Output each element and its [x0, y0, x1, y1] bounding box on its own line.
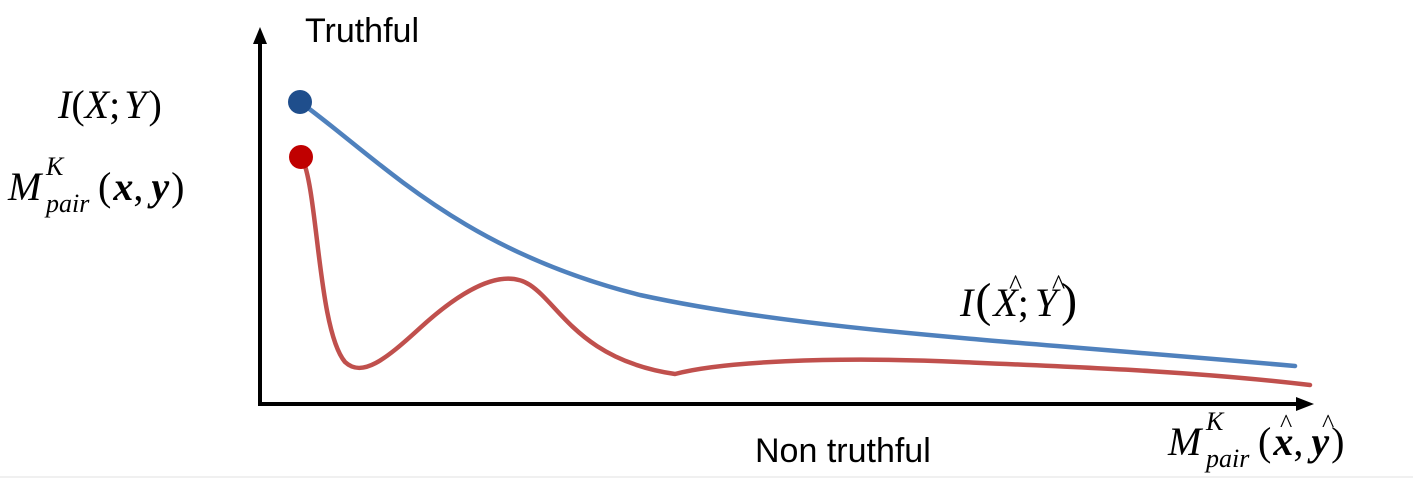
- label-i-x-y: I(X; Y): [57, 82, 162, 127]
- mpair-hat-sup: K: [1205, 407, 1225, 436]
- label-m-pair-hat: M K pair (x, y) ^ ^: [1167, 407, 1344, 473]
- blue-marker-dot: [288, 90, 312, 114]
- x-axis-arrowhead: [1296, 397, 1314, 411]
- y-axis-arrowhead: [253, 27, 267, 44]
- mpair-hat-comma: ,: [1293, 419, 1303, 464]
- ihat-x-hat-accent: ^: [1009, 270, 1022, 301]
- mpair-true-y: y: [147, 164, 169, 209]
- ixy-close: ): [148, 82, 161, 127]
- mpair-hat-x: x: [1272, 419, 1293, 464]
- mpair-true-close: ): [171, 164, 184, 209]
- bottom-edge-strip: [0, 476, 1413, 478]
- mpair-true-x: x: [112, 164, 133, 209]
- ixy-i: I: [57, 82, 73, 127]
- mpair-true-m: M: [7, 164, 44, 209]
- ihat-open: (: [975, 274, 991, 327]
- mpair-hat-y-accent: ^: [1322, 409, 1334, 438]
- mpair-true-sub: pair: [44, 189, 90, 218]
- ihat-x: X: [991, 280, 1019, 325]
- mpair-true-comma: ,: [133, 164, 143, 209]
- axes: [253, 27, 1314, 411]
- red-curve-m-pair-hat: [299, 155, 1313, 388]
- ihat-y-hat-accent: ^: [1052, 270, 1065, 301]
- ihat-y: Y: [1035, 280, 1061, 325]
- svg-text:I(X;Y): I(X; Y): [57, 82, 162, 127]
- mpair-hat-open: (: [1258, 419, 1271, 464]
- red-marker-dot: [289, 145, 313, 169]
- ihat-semi: ;: [1018, 280, 1029, 325]
- x-axis-label: Non truthful: [755, 432, 931, 470]
- svg-text:(x,y): (x, y): [1258, 419, 1344, 464]
- label-m-pair-true: M K pair (x, y): [7, 152, 184, 218]
- mpair-hat-y: y: [1307, 419, 1329, 464]
- ihat-close: ): [1061, 274, 1077, 327]
- ixy-open: (: [71, 82, 84, 127]
- mpair-true-open: (: [98, 164, 111, 209]
- blue-curve-i-hat: [297, 99, 1298, 369]
- ixy-semi: ;: [109, 82, 120, 127]
- svg-text:I(X;Y): I(X; Y): [959, 274, 1077, 327]
- mpair-hat-x-accent: ^: [1280, 409, 1292, 438]
- mpair-hat-m: M: [1167, 419, 1204, 464]
- mpair-hat-sub: pair: [1204, 444, 1250, 473]
- ixy-x: X: [83, 82, 111, 127]
- label-i-hat: I(X; Y) ^ ^: [959, 270, 1077, 327]
- svg-text:(x,y): (x, y): [98, 164, 184, 209]
- ihat-i: I: [959, 280, 975, 325]
- ixy-y: Y: [124, 82, 150, 127]
- y-axis-label: Truthful: [305, 12, 419, 50]
- mpair-true-sup: K: [45, 152, 65, 181]
- mpair-hat-close: ): [1331, 419, 1344, 464]
